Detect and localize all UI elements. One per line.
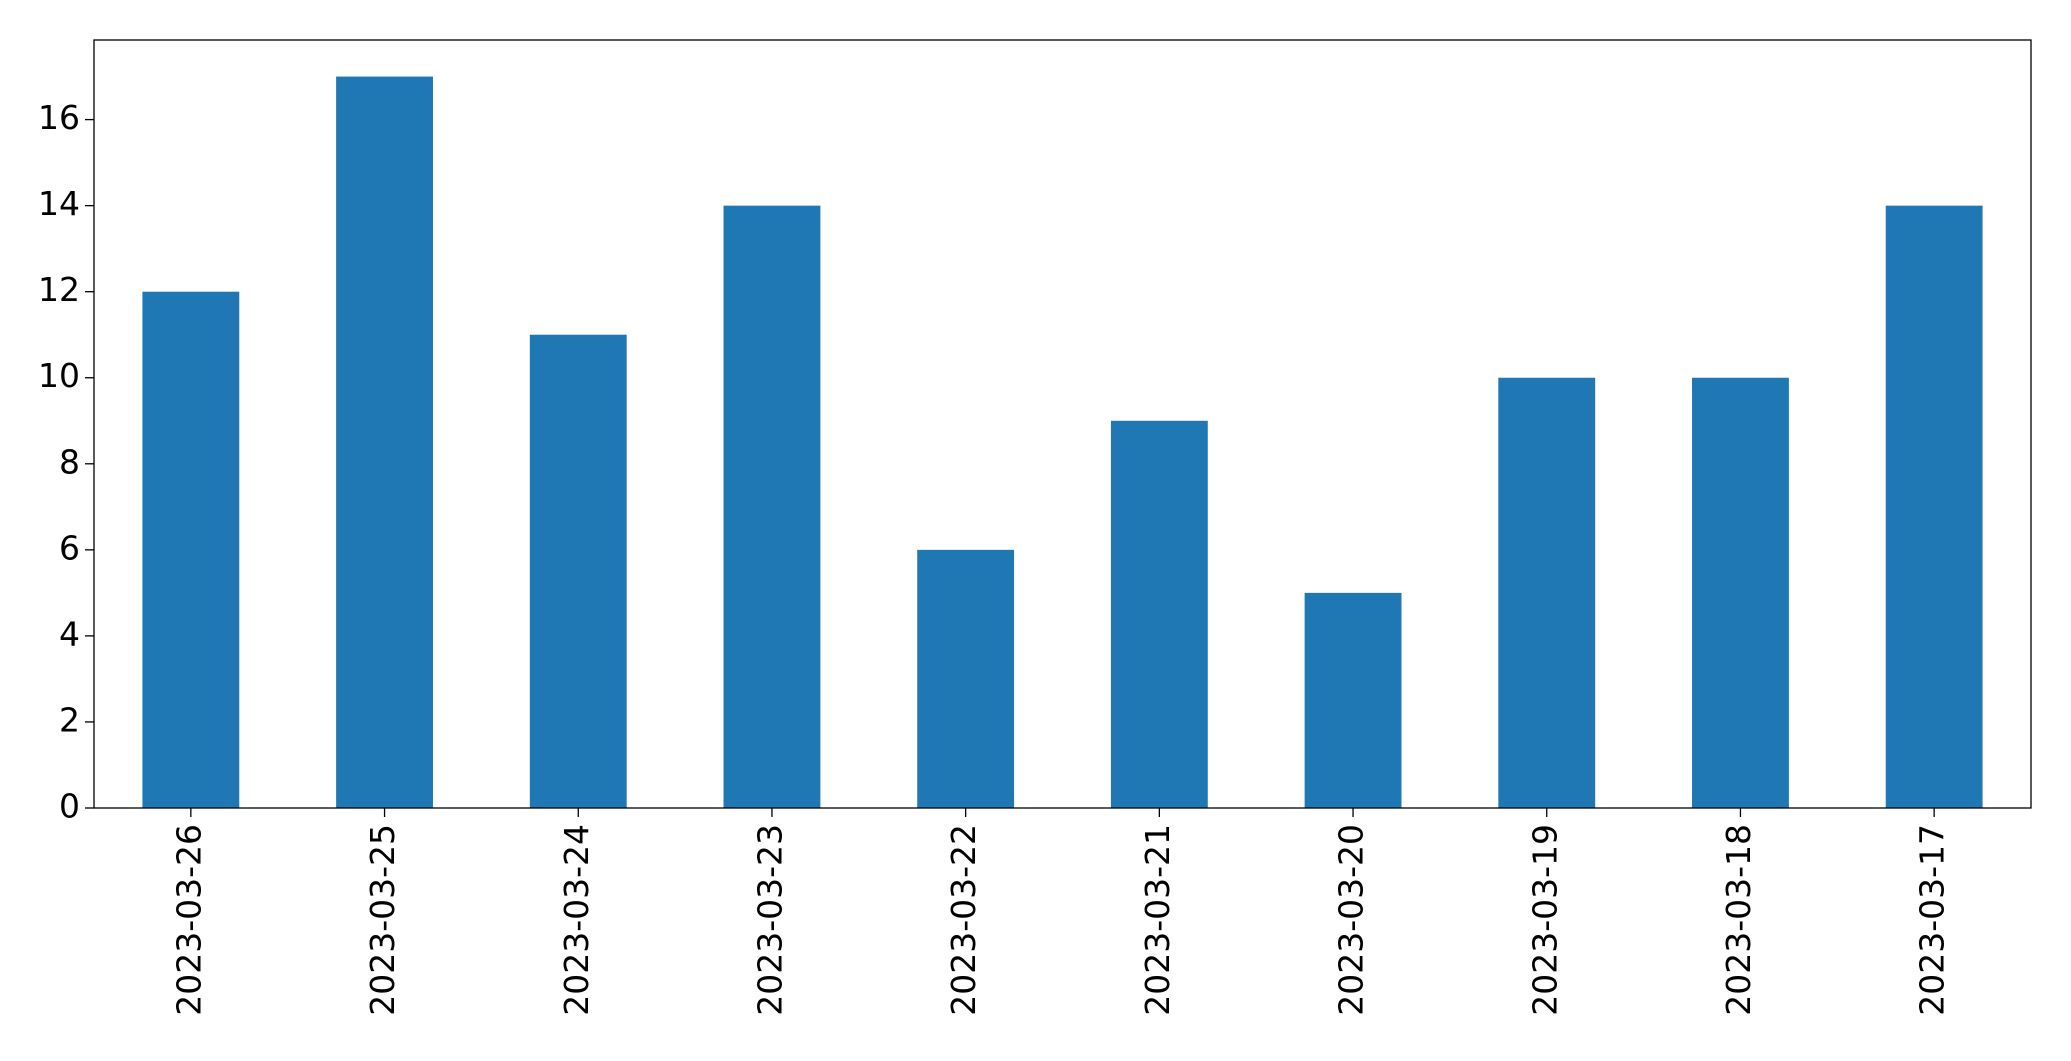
bar — [336, 76, 433, 809]
x-tick-label: 2023-03-19 — [1525, 824, 1564, 1016]
bar — [917, 549, 1015, 808]
bar — [1498, 377, 1596, 808]
plot-frame — [93, 39, 2032, 809]
bar — [1885, 205, 1983, 808]
y-tick-label: 8 — [59, 442, 80, 481]
bar — [1110, 420, 1208, 808]
x-tick-label: 2023-03-18 — [1719, 824, 1758, 1016]
y-tick-label: 4 — [59, 614, 80, 653]
y-tick-label: 0 — [59, 787, 80, 826]
x-tick-label: 2023-03-21 — [1138, 824, 1177, 1016]
y-tick-label: 10 — [38, 356, 80, 395]
x-tick-label: 2023-03-22 — [944, 824, 983, 1016]
bar — [1692, 377, 1789, 808]
x-tick-label: 2023-03-23 — [750, 824, 789, 1016]
y-tick-label: 6 — [59, 528, 80, 567]
y-tick-label: 16 — [38, 98, 80, 137]
x-tick-label: 2023-03-25 — [363, 824, 402, 1016]
x-tick-label: 2023-03-17 — [1913, 824, 1952, 1016]
bar — [1304, 592, 1402, 808]
x-tick-label: 2023-03-26 — [169, 824, 208, 1016]
y-tick-label: 12 — [38, 270, 80, 309]
x-tick-label: 2023-03-24 — [557, 824, 596, 1016]
y-tick-label: 2 — [59, 700, 80, 739]
bar — [723, 205, 821, 808]
y-tick-label: 14 — [38, 184, 80, 223]
x-tick-label: 2023-03-20 — [1332, 824, 1371, 1016]
bar — [529, 334, 627, 808]
bar — [142, 291, 240, 808]
